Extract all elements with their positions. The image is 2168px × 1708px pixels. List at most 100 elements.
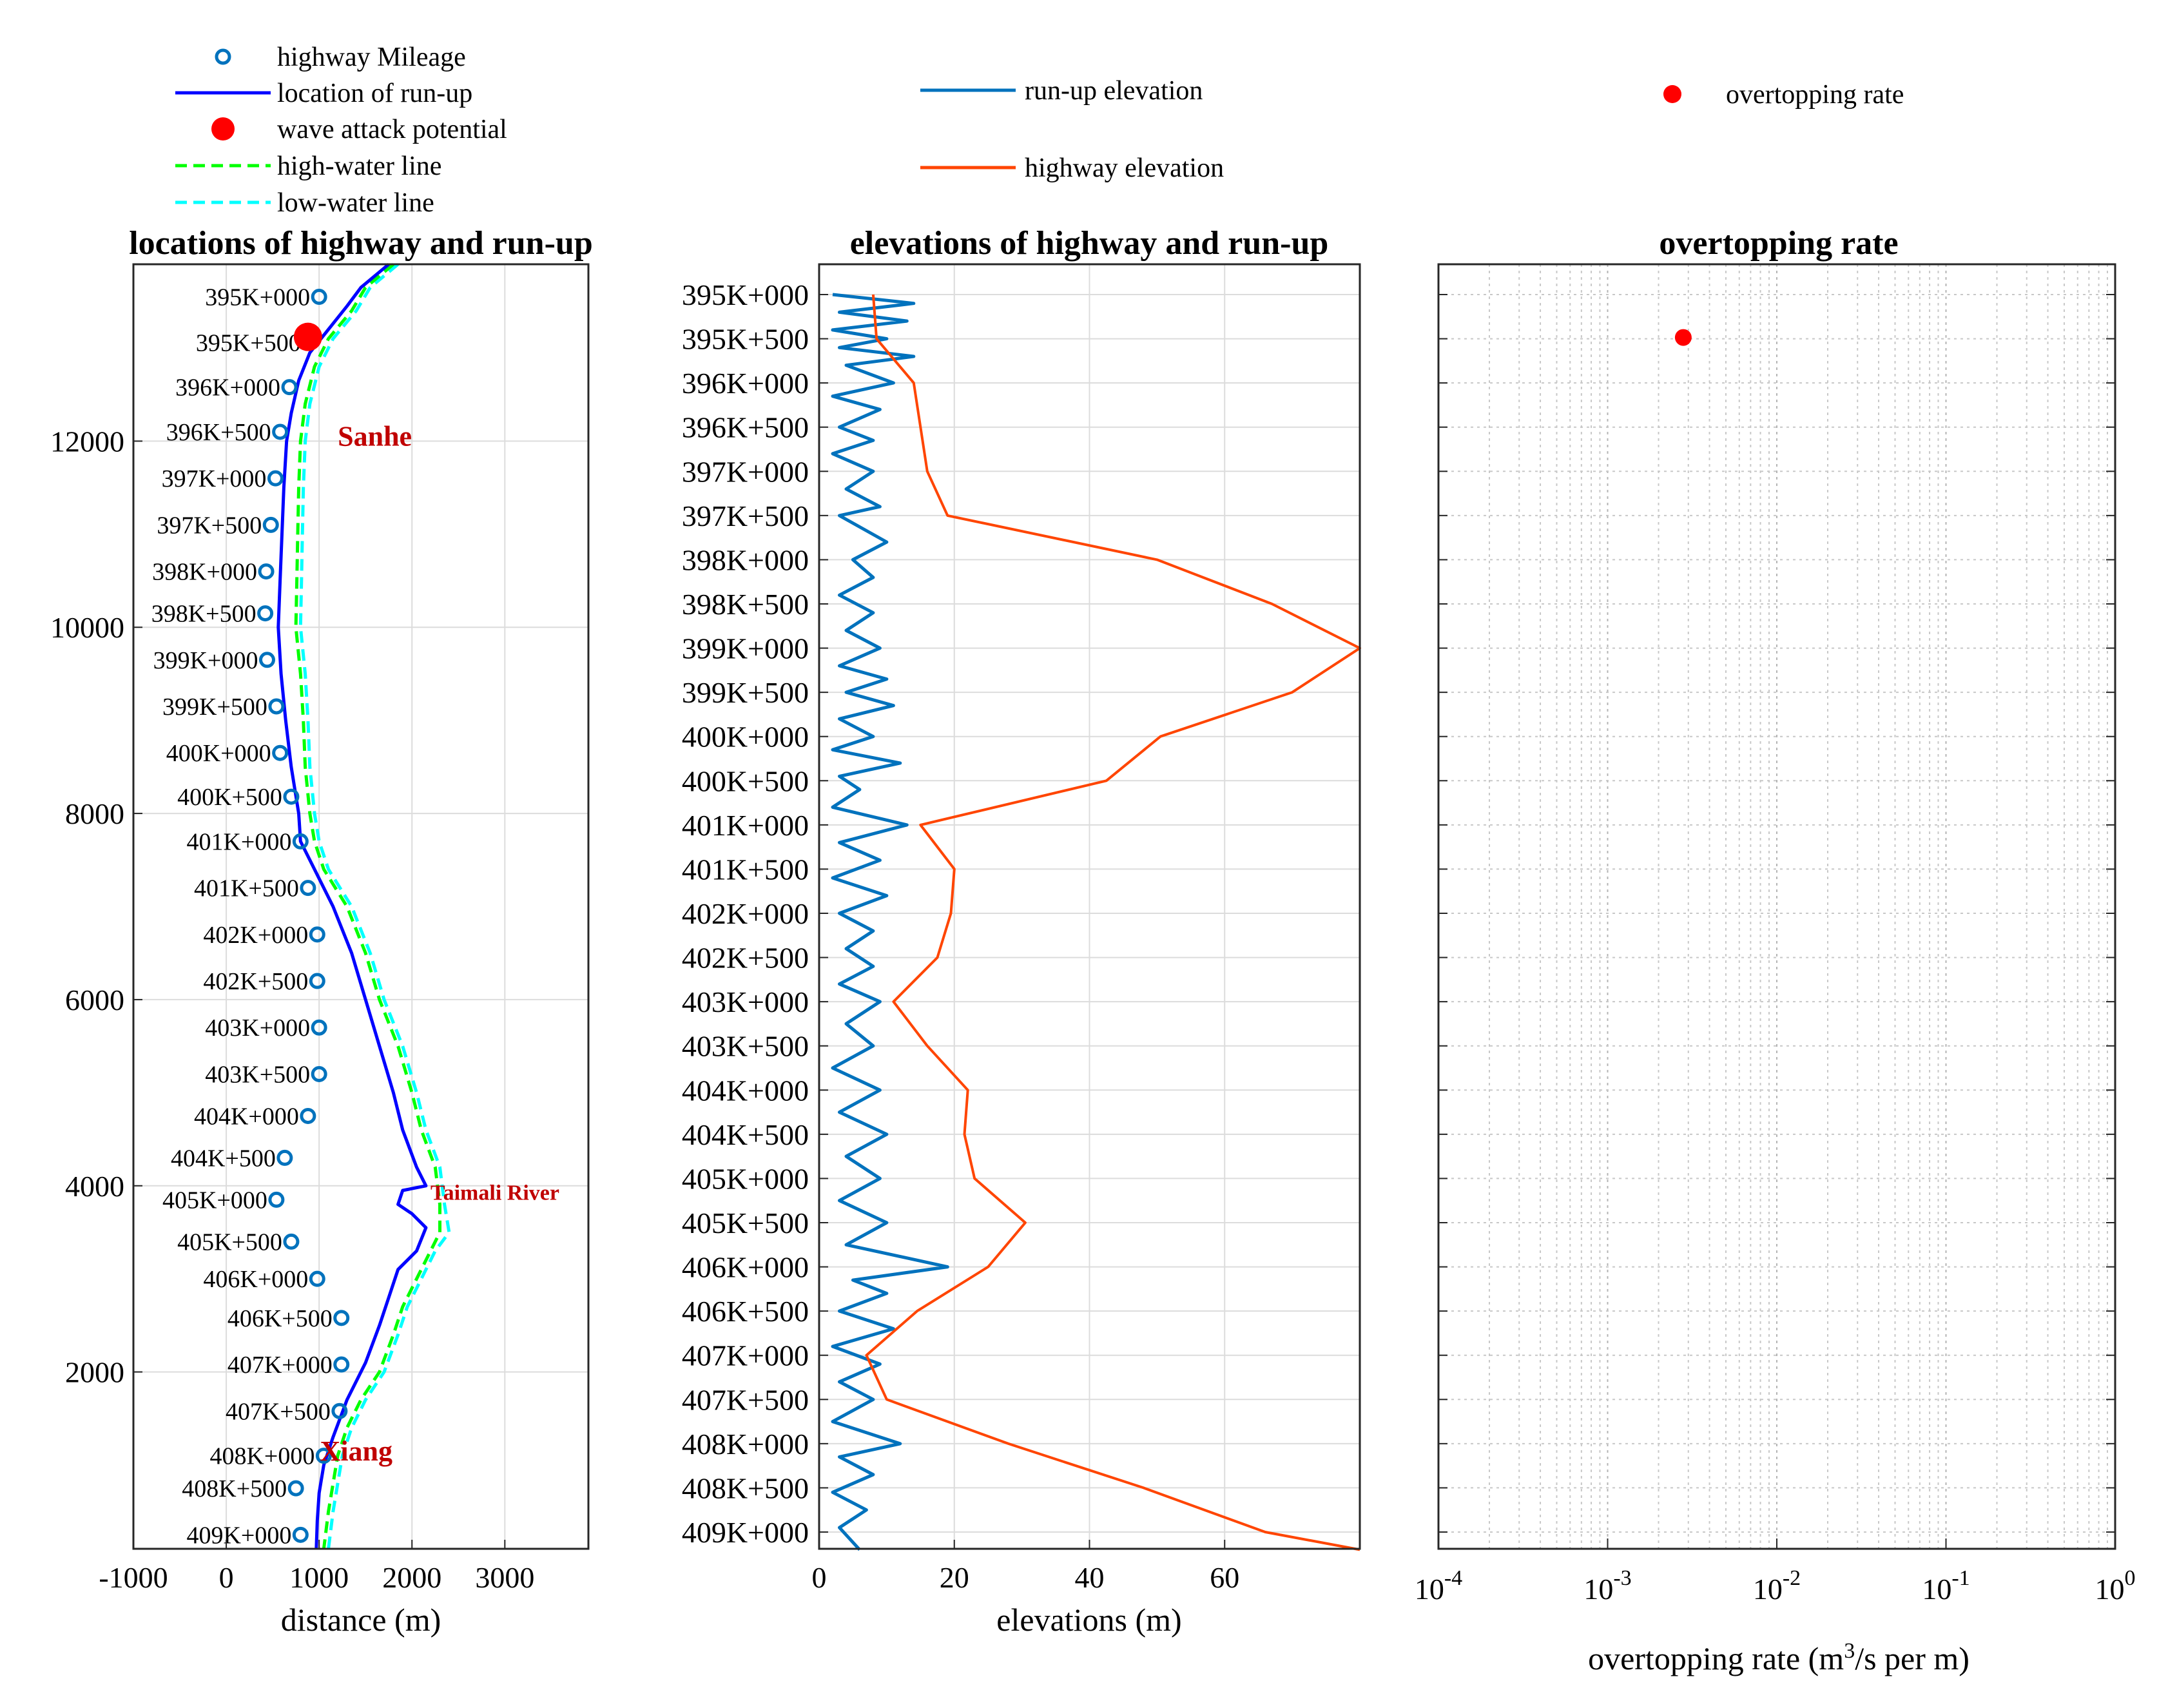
- legend-middle-0-label: run-up elevation: [1025, 76, 1203, 106]
- middle-x-tick-label: 60: [1210, 1561, 1239, 1594]
- mileage-marker: [309, 926, 325, 943]
- middle-y-tick-label: 399K+500: [682, 676, 809, 709]
- mileage-label: 399K+500: [162, 694, 267, 721]
- left-y-tick-label: 8000: [65, 797, 124, 830]
- mileage-label: 405K+500: [177, 1228, 282, 1256]
- mileage-label: 400K+500: [177, 784, 282, 811]
- mileage-marker: [311, 1019, 327, 1036]
- mileage-label: 396K+000: [175, 374, 280, 402]
- middle-y-tick-label: 404K+000: [682, 1074, 809, 1107]
- legend-left-2-label: wave attack potential: [277, 115, 507, 144]
- mileage-marker: [300, 1107, 316, 1124]
- middle-y-tick-label: 408K+000: [682, 1428, 809, 1461]
- right-x-tick-label: 100: [2095, 1566, 2136, 1606]
- mileage-label: 402K+500: [203, 968, 308, 995]
- mileage-marker: [311, 289, 327, 306]
- place-label: Taimali River: [431, 1181, 559, 1205]
- mileage-marker: [333, 1356, 350, 1373]
- middle-y-tick-label: 403K+000: [682, 985, 809, 1018]
- mileage-marker: [333, 1310, 350, 1326]
- middle-y-tick-label: 404K+500: [682, 1118, 809, 1151]
- legend-left-0-symbol: [215, 48, 231, 65]
- middle-y-tick-label: 398K+000: [682, 543, 809, 576]
- left-chart-title: locations of highway and run-up: [129, 225, 593, 262]
- left-y-tick-label: 2000: [65, 1356, 124, 1389]
- mileage-marker: [268, 1191, 285, 1208]
- left-plot-frame: [132, 263, 590, 1550]
- middle-y-tick-label: 401K+500: [682, 853, 809, 886]
- middle-y-tick-label: 399K+000: [682, 632, 809, 665]
- middle-y-tick-label: 400K+500: [682, 764, 809, 797]
- middle-y-tick-label: 402K+500: [682, 942, 809, 975]
- legend-right-symbol: [1663, 85, 1681, 103]
- place-label: Xiang: [320, 1435, 392, 1467]
- mileage-label: 397K+500: [157, 512, 262, 539]
- mileage-marker: [272, 744, 289, 761]
- right-chart-title: overtopping rate: [1659, 225, 1898, 262]
- middle-y-tick-label: 406K+500: [682, 1295, 809, 1328]
- left-y-tick-label: 12000: [50, 425, 124, 458]
- legend-left-2-symbol: [211, 117, 235, 141]
- mileage-label: 404K+000: [194, 1103, 299, 1130]
- middle-y-tick-label: 409K+000: [682, 1516, 809, 1549]
- highway-elevation-line: [865, 294, 1361, 1551]
- legend-right-label: overtopping rate: [1726, 80, 1904, 110]
- left-x-tick-label: 3000: [475, 1561, 534, 1594]
- left-y-tick-label: 6000: [65, 984, 124, 1016]
- mileage-label: 402K+000: [203, 922, 308, 949]
- middle-y-tick-label: 405K+000: [682, 1162, 809, 1195]
- mileage-label: 401K+500: [194, 875, 299, 902]
- middle-y-tick-label: 408K+500: [682, 1471, 809, 1504]
- mileage-label: 398K+000: [152, 559, 257, 586]
- middle-x-tick-label: 20: [940, 1561, 969, 1594]
- right-x-tick-label: 10-3: [1583, 1566, 1631, 1606]
- place-label: Sanhe: [338, 421, 412, 452]
- mileage-label: 408K+500: [182, 1475, 287, 1502]
- mileage-label: 400K+000: [166, 740, 271, 767]
- middle-y-tick-label: 407K+500: [682, 1383, 809, 1416]
- mileage-label: 408K+000: [209, 1443, 315, 1470]
- mileage-marker: [258, 652, 275, 668]
- mileage-marker: [267, 470, 284, 487]
- mileage-marker: [276, 1149, 293, 1166]
- middle-y-tick-label: 395K+500: [682, 323, 809, 356]
- mileage-marker: [287, 1480, 304, 1497]
- left-x-tick-label: 0: [219, 1561, 234, 1594]
- middle-y-tick-label: 406K+000: [682, 1251, 809, 1284]
- mileage-marker: [268, 698, 285, 715]
- middle-y-tick-label: 407K+000: [682, 1339, 809, 1372]
- right-x-tick-label: 10-4: [1415, 1566, 1462, 1606]
- mileage-marker: [281, 379, 298, 396]
- legend-middle-1-label: highway elevation: [1025, 153, 1224, 183]
- runup-elevation-line: [831, 293, 949, 1551]
- middle-y-tick-label: 402K+000: [682, 897, 809, 930]
- mileage-label: 395K+000: [205, 284, 310, 311]
- middle-y-tick-label: 397K+000: [682, 455, 809, 488]
- mileage-marker: [315, 1448, 332, 1464]
- mileage-marker: [309, 1270, 325, 1287]
- middle-y-tick-label: 396K+500: [682, 411, 809, 444]
- mileage-label: 403K+000: [205, 1014, 310, 1042]
- mileage-label: 396K+500: [166, 419, 271, 446]
- legend-left-4-label: low-water line: [277, 188, 434, 218]
- mileage-label: 407K+000: [227, 1352, 333, 1379]
- mileage-marker: [262, 516, 279, 533]
- mileage-label: 406K+000: [203, 1266, 308, 1293]
- mileage-marker: [258, 563, 275, 580]
- right-x-tick-label: 10-1: [1922, 1566, 1970, 1606]
- legend-left-3-label: high-water line: [277, 151, 441, 181]
- middle-x-label: elevations (m): [996, 1602, 1181, 1638]
- mileage-marker: [309, 973, 325, 989]
- mileage-marker: [283, 1233, 300, 1250]
- mileage-label: 398K+500: [151, 601, 256, 628]
- middle-x-tick-label: 0: [812, 1561, 827, 1594]
- middle-y-tick-label: 400K+000: [682, 721, 809, 753]
- middle-y-tick-label: 397K+500: [682, 500, 809, 532]
- legend-left-1-label: location of run-up: [277, 79, 472, 108]
- middle-x-tick-label: 40: [1075, 1561, 1105, 1594]
- mileage-label: 404K+500: [171, 1145, 276, 1172]
- mileage-label: 399K+000: [153, 647, 258, 674]
- mileage-marker: [292, 1526, 309, 1543]
- middle-y-tick-label: 401K+000: [682, 809, 809, 842]
